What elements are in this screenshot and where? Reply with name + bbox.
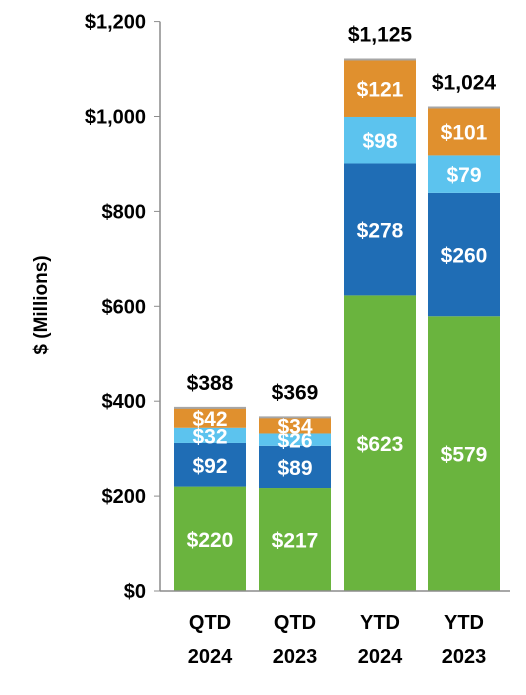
y-tick-label: $1,000	[85, 107, 146, 129]
bar-total-label: $1,125	[348, 24, 413, 47]
x-tick-label: YTD	[360, 612, 400, 634]
bars: $220 $92 $32$42 $388 $217 $89 $26$34 $369 $623 $2…	[174, 24, 500, 591]
bar-segment-label: $26	[277, 430, 312, 453]
bar-total-label: $369	[272, 381, 319, 404]
bar-segment	[428, 316, 500, 591]
bar-total-label: $1,024	[432, 71, 497, 94]
bar-segment	[344, 116, 416, 164]
bar-segment	[344, 295, 416, 591]
bar-segment-label: $101	[441, 121, 488, 144]
x-axis-labels: QTD 2024 QTD 2023 YTD 2024 YTD 2023	[188, 612, 487, 668]
bar-segment	[344, 163, 416, 296]
bar-segment	[259, 417, 331, 434]
x-tick-label: QTD	[189, 612, 231, 634]
bar-segment-label: $579	[441, 444, 488, 467]
x-tick-label: YTD	[444, 612, 484, 634]
bar-segment-label: $89	[277, 457, 312, 480]
bar-segment	[174, 486, 246, 591]
bar-segment	[174, 427, 246, 443]
bar-segment-label: $220	[187, 529, 234, 552]
bar-segment	[428, 192, 500, 317]
bar-segment	[428, 155, 500, 193]
x-tick-label: 2024	[188, 646, 233, 668]
x-tick-label: 2023	[442, 646, 487, 668]
bar-segment	[174, 442, 246, 487]
bar-segment	[259, 445, 331, 489]
axes	[159, 21, 510, 592]
bar-segment	[259, 433, 331, 446]
bar-total-label: $388	[187, 372, 234, 395]
bar-segment	[344, 59, 416, 117]
bar-segment-label: $278	[357, 219, 404, 242]
bar-segment	[174, 407, 246, 428]
x-tick-label: QTD	[274, 612, 316, 634]
bar-segment-label: $98	[362, 130, 397, 153]
bar-segment	[259, 488, 331, 591]
y-tick-label: $200	[102, 486, 147, 508]
y-tick-label: $0	[124, 581, 146, 603]
bar-segment-label: $121	[357, 78, 404, 101]
y-tick-label: $600	[102, 296, 147, 318]
y-tick-label: $400	[102, 391, 147, 413]
bar-segment-label: $217	[272, 530, 319, 553]
x-tick-label: 2024	[358, 646, 403, 668]
bar-segment	[428, 107, 500, 156]
bar-segment-label: $623	[357, 433, 404, 456]
y-axis-title-group: $ (Millions)	[31, 255, 52, 354]
y-axis-title: $ (Millions)	[31, 255, 52, 354]
bar-segment-label: $92	[192, 455, 227, 478]
y-tick-label: $1,200	[85, 12, 146, 34]
bar-segment-label: $32	[192, 425, 227, 448]
y-tick-label: $800	[102, 201, 147, 223]
bar-segment-label: $260	[441, 245, 488, 268]
x-tick-label: 2023	[273, 646, 318, 668]
y-axis-ticks: $0 $200 $400 $600 $800 $1,000 $1,200	[85, 12, 160, 603]
bar-segment-label: $34	[277, 415, 312, 438]
bar-segment-label: $79	[446, 164, 481, 187]
bar-segment-label: $42	[192, 408, 227, 431]
